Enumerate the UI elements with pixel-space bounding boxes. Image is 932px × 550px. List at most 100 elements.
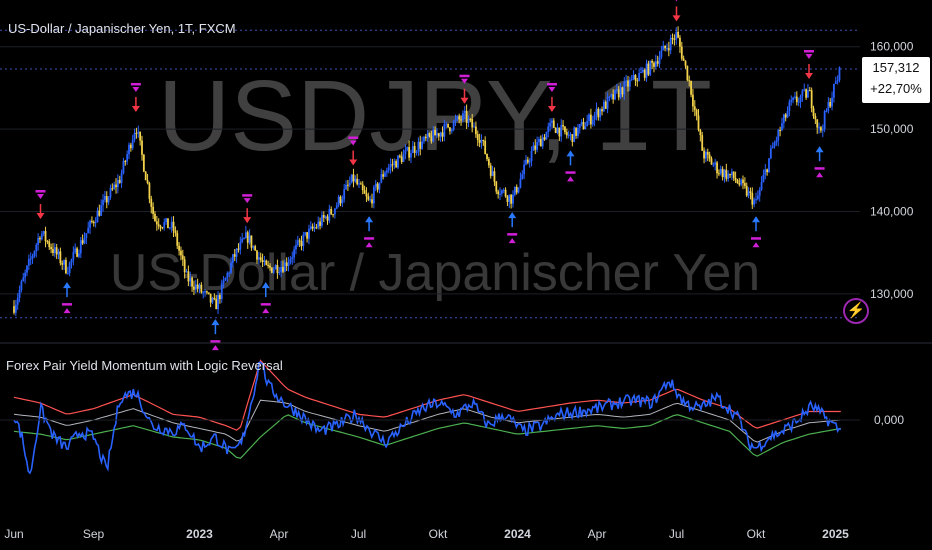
candle-body: [718, 173, 720, 175]
candle-body: [489, 165, 492, 176]
candle-body: [55, 247, 58, 255]
marker-arrow: [508, 238, 516, 244]
candle-body: [773, 142, 776, 147]
candle-body: [649, 60, 652, 75]
lightning-icon[interactable]: ⚡: [843, 298, 869, 324]
candle-body: [669, 38, 672, 51]
axes-layer: 160,000 150,000 140,000 130,000 0,000 Jun Sep 2…: [4, 40, 913, 541]
candle-body: [269, 265, 271, 268]
candle-body: [476, 134, 479, 141]
candle-body: [424, 136, 427, 139]
candle-body: [463, 110, 466, 114]
candle-body: [738, 183, 741, 185]
candle-body: [729, 173, 731, 176]
candle-body: [107, 197, 110, 203]
candle-body: [408, 146, 411, 158]
candle-body: [330, 208, 333, 215]
candle-body: [426, 133, 429, 139]
candle-body: [565, 132, 568, 136]
marker-line: [814, 167, 825, 170]
candle-body: [439, 132, 442, 137]
marker-line: [546, 82, 557, 86]
candle-body: [671, 38, 674, 40]
marker-arrow: [365, 242, 373, 248]
candle-body: [795, 96, 798, 103]
candle-body: [298, 240, 301, 242]
candle-body: [628, 79, 631, 87]
candle-body: [361, 184, 364, 191]
candle-body: [356, 178, 359, 185]
candle-body: [411, 146, 414, 154]
candle-body: [567, 134, 570, 136]
y-tick-label: 140,000: [870, 204, 914, 218]
candle-body: [252, 246, 255, 248]
candle-body: [519, 178, 522, 188]
candle-body: [410, 153, 412, 158]
candle-body: [504, 189, 507, 197]
candle-body: [324, 216, 327, 218]
candle-body: [656, 61, 659, 64]
candle-body: [31, 255, 34, 259]
candle-body: [185, 271, 188, 273]
x-tick-label: Jun: [4, 527, 23, 541]
candle-body: [83, 238, 86, 244]
candle-body: [181, 255, 184, 260]
candle-body: [660, 50, 663, 58]
candle-body: [180, 250, 182, 256]
candle-body: [206, 291, 208, 293]
candle-body: [423, 136, 425, 142]
marker-line: [751, 237, 761, 240]
candle-body: [282, 266, 284, 272]
candle-body: [183, 259, 186, 273]
candle-body: [243, 238, 245, 240]
indicator-y-tick-label: 0,000: [874, 413, 904, 427]
candle-body: [666, 48, 668, 50]
candle-body: [437, 133, 440, 137]
candle-body: [384, 172, 386, 177]
candle-body: [291, 257, 294, 260]
candle-body: [558, 127, 561, 137]
marker-line: [459, 74, 470, 78]
marker-arrow: [675, 0, 678, 2]
candle-body: [144, 171, 147, 181]
candle-body: [209, 293, 212, 303]
candle-body: [391, 164, 394, 166]
candle-body: [710, 158, 713, 165]
x-tick-label: Apr: [588, 527, 607, 541]
candle-body: [283, 262, 286, 272]
candle-body: [341, 199, 344, 204]
price-grid: [0, 46, 860, 295]
candle-body: [615, 89, 618, 91]
candle-body: [347, 184, 349, 186]
candle-body: [289, 259, 292, 263]
candle-body: [126, 154, 129, 162]
candle-body: [311, 226, 314, 229]
candle-body: [406, 146, 409, 151]
marker-arrow: [262, 308, 270, 314]
candle-body: [321, 215, 323, 226]
candle-body: [250, 235, 253, 248]
indicator-title: Forex Pair Yield Momentum with Logic Rev…: [6, 358, 283, 373]
candle-body: [768, 158, 770, 173]
candle-body: [265, 260, 268, 265]
candle-body: [756, 195, 759, 200]
candle-body: [539, 139, 542, 147]
marker-line: [242, 194, 253, 197]
candle-body: [29, 258, 32, 260]
candle-body: [623, 81, 626, 95]
candle-body: [521, 174, 524, 179]
candle-body: [128, 144, 130, 155]
candle-body: [714, 162, 717, 165]
candle-body: [500, 190, 503, 194]
candle-body: [230, 262, 232, 273]
candle-body: [118, 180, 121, 183]
candle-body: [382, 174, 385, 177]
candle-body: [621, 87, 624, 95]
candle-body: [26, 265, 28, 273]
candle-body: [833, 83, 835, 98]
candle-body: [400, 156, 403, 163]
candle-body: [474, 126, 477, 135]
candle-body: [387, 167, 390, 171]
candle-body: [57, 251, 60, 255]
